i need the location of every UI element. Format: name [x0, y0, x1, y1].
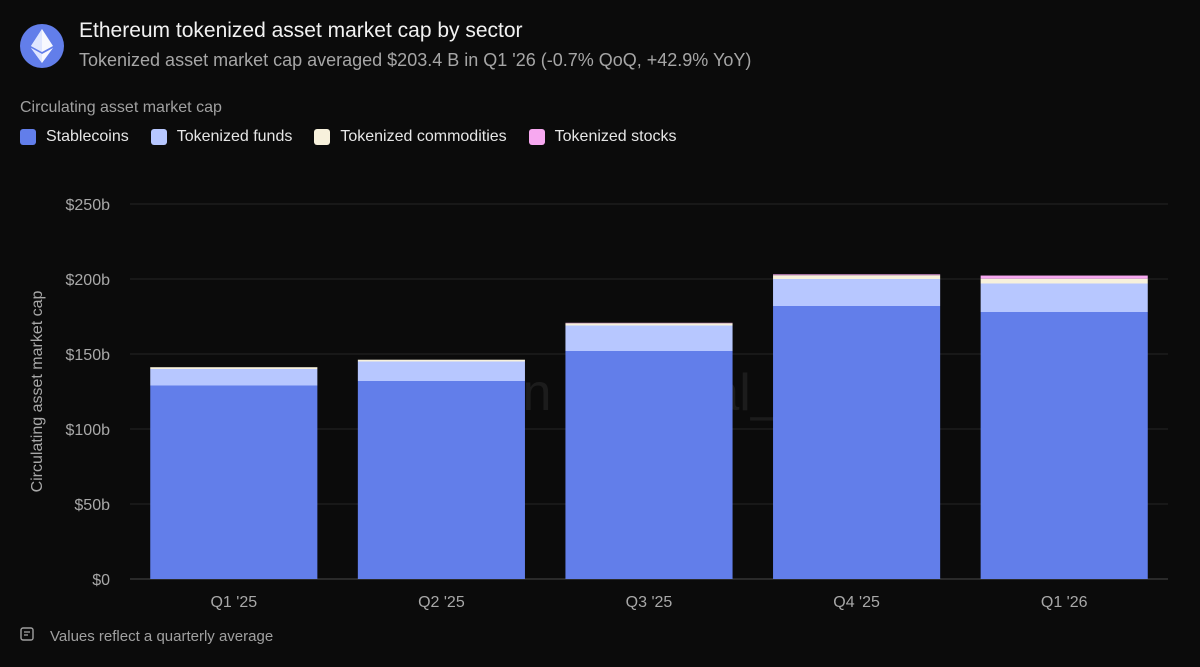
legend-label: Tokenized commodities — [340, 128, 507, 145]
y-axis-label: Circulating asset market cap — [29, 290, 46, 492]
bar-segment-tokenized-commodities — [980, 278, 1148, 284]
bar-segment-tokenized-funds — [565, 325, 733, 351]
footnote: Values reflect a quarterly average — [20, 627, 273, 645]
footnote-text: Values reflect a quarterly average — [50, 627, 274, 645]
x-tick-label: Q3 '25 — [626, 594, 673, 611]
legend-item-tokenized-commodities[interactable]: Tokenized commodities — [314, 128, 507, 146]
legend-title: Circulating asset market cap — [20, 99, 222, 116]
x-tick-label: Q1 '26 — [1041, 594, 1088, 611]
y-tick-label: $250b — [66, 197, 111, 214]
bar-segment-stablecoins — [357, 381, 525, 579]
legend-swatch-tokenized-commodities — [314, 129, 331, 145]
bar-segment-stablecoins — [773, 306, 941, 579]
legend-swatch-tokenized-stocks — [528, 129, 545, 145]
y-tick-label: $100b — [66, 422, 111, 439]
legend-label: Stablecoins — [46, 128, 129, 145]
bar-segment-tokenized-stocks — [980, 275, 1148, 279]
legend: Stablecoins Tokenized funds Tokenized co… — [20, 128, 677, 146]
legend-item-tokenized-stocks[interactable]: Tokenized stocks — [528, 128, 677, 146]
bar-segment-tokenized-commodities — [150, 367, 318, 369]
bar-segment-tokenized-stocks — [773, 274, 941, 276]
bar-segment-tokenized-commodities — [357, 359, 525, 362]
y-tick-label: $150b — [66, 347, 111, 364]
x-tick-label: Q4 '25 — [833, 594, 880, 611]
bar-segment-tokenized-funds — [980, 283, 1148, 312]
bar-segment-stablecoins — [150, 385, 318, 579]
bar-segment-tokenized-funds — [357, 361, 525, 381]
legend-label: Tokenized stocks — [554, 128, 677, 145]
bar-segment-tokenized-funds — [773, 279, 941, 306]
y-tick-label: $200b — [66, 272, 111, 289]
legend-item-tokenized-funds[interactable]: Tokenized funds — [150, 128, 293, 146]
legend-item-stablecoins[interactable]: Stablecoins — [20, 128, 129, 146]
legend-swatch-tokenized-funds — [150, 129, 167, 145]
legend-label: Tokenized funds — [176, 128, 293, 145]
y-tick-label: $50b — [74, 497, 110, 514]
x-tick-label: Q1 '25 — [210, 594, 257, 611]
bar-segment-tokenized-commodities — [773, 275, 941, 279]
ethereum-logo-icon — [20, 24, 64, 68]
chart-title: Ethereum tokenized asset market cap by s… — [79, 19, 523, 42]
chart-subtitle: Tokenized asset market cap averaged $203… — [79, 50, 752, 70]
y-tick-label: $0 — [92, 572, 110, 589]
bar-segment-stablecoins — [980, 312, 1148, 579]
x-tick-label: Q2 '25 — [418, 594, 465, 611]
bar-segment-stablecoins — [565, 351, 733, 579]
bar-segment-tokenized-funds — [150, 369, 318, 386]
legend-swatch-stablecoins — [20, 129, 36, 145]
note-icon — [20, 627, 34, 645]
bar-segment-tokenized-commodities — [565, 323, 733, 326]
